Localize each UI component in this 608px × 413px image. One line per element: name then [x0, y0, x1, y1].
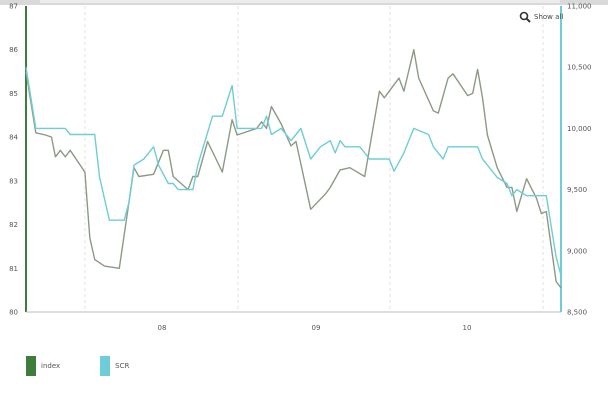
legend-item-index[interactable]: index [26, 356, 60, 376]
y-right-tick-label: 9,500 [567, 186, 587, 194]
y-left-tick-label: 83 [9, 177, 18, 185]
legend-item-scr[interactable]: SCR [100, 356, 129, 376]
y-left-tick-label: 87 [9, 3, 18, 11]
series-line-scr [25, 67, 562, 276]
series-lines [25, 49, 562, 289]
top-scroll-bar [0, 0, 608, 5]
series-line-index [25, 49, 562, 289]
y-right-tick-label: 10,000 [567, 125, 592, 133]
top-scroll-thumb[interactable] [40, 0, 560, 3]
x-tick-label: 09 [312, 324, 321, 332]
grid-lines [84, 6, 544, 312]
y-right-tick-label: 10,500 [567, 64, 592, 72]
y-right-tick-label: 11,000 [567, 3, 592, 11]
x-tick-label: 08 [158, 324, 167, 332]
y-left-tick-label: 86 [9, 46, 18, 54]
legend-swatch-index [26, 356, 36, 376]
y-left-tick-label: 80 [9, 309, 18, 317]
y-left-tick-labels: 87 86 85 84 83 82 81 80 [9, 3, 18, 317]
x-tick-label: 10 [463, 324, 472, 332]
legend-label-scr: SCR [115, 362, 130, 370]
show-all-label: Show all [534, 13, 564, 21]
legend-label-index: index [41, 362, 61, 370]
x-tick-labels: 08 09 10 [158, 324, 472, 332]
y-right-tick-label: 8,500 [567, 309, 587, 317]
legend-swatch-scr [100, 356, 111, 376]
y-left-tick-label: 84 [9, 134, 18, 142]
show-all-button[interactable]: Show all [519, 11, 563, 23]
y-left-tick-label: 81 [9, 265, 18, 273]
y-right-tick-labels: 11,000 10,500 10,000 9,500 9,000 8,500 [567, 3, 592, 317]
zoom-icon [519, 11, 531, 23]
y-left-tick-label: 85 [9, 90, 18, 98]
y-left-tick-label: 82 [9, 221, 18, 229]
y-right-tick-label: 9,000 [567, 247, 587, 255]
legend: index SCR [26, 356, 129, 376]
